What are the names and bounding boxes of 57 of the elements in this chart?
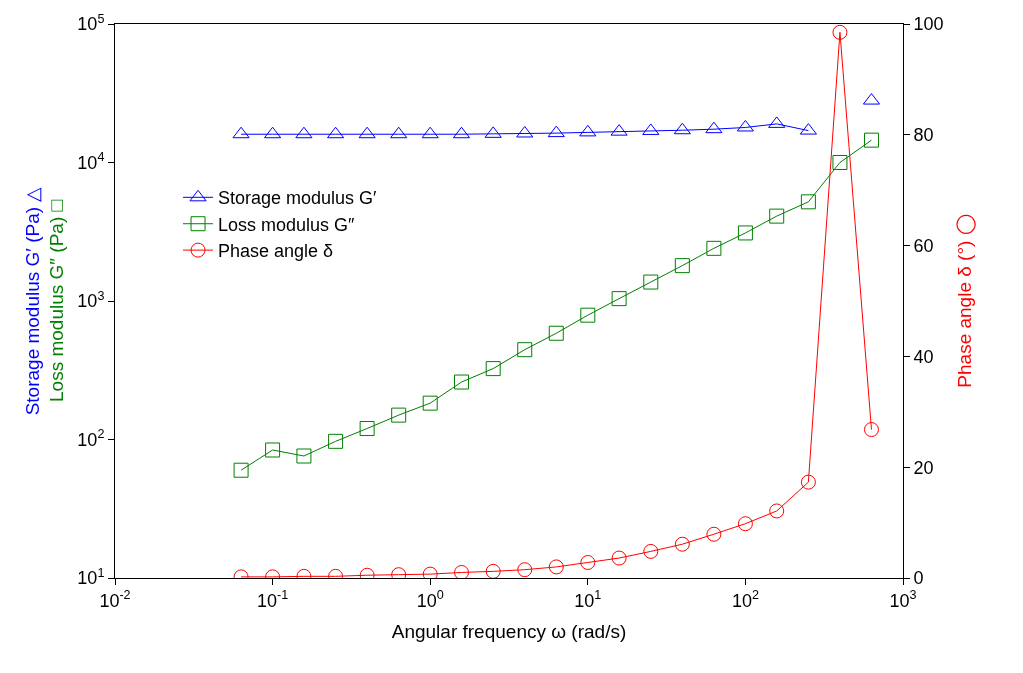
- point: [673, 122, 691, 135]
- y2-tick-label: 60: [913, 235, 934, 256]
- point: [421, 126, 439, 139]
- point: [800, 194, 816, 210]
- y-tick-label: 10$^{5}$: [77, 11, 105, 35]
- point: [674, 258, 690, 274]
- point: [296, 448, 312, 464]
- y2-tick-label: 0: [913, 568, 924, 589]
- x-tick-label: 10$^{0}$: [416, 588, 444, 611]
- y-tick-label: 10$^{4}$: [77, 150, 105, 173]
- point: [265, 442, 281, 458]
- y-tick-label: 10$^{3}$: [77, 288, 105, 312]
- point: [736, 119, 754, 132]
- point: [264, 126, 282, 139]
- point: [328, 433, 344, 449]
- y2-axis-title: Phase angle δ (°) ◯: [954, 214, 977, 388]
- point: [358, 126, 376, 139]
- point: [611, 291, 627, 307]
- point: [327, 126, 345, 139]
- point: [516, 125, 534, 138]
- y2-tick-label: 100: [913, 14, 944, 35]
- x-tick-label: 10$^{-1}$: [256, 588, 289, 611]
- point: [548, 325, 564, 341]
- point: [454, 374, 470, 390]
- point: [422, 395, 438, 411]
- point: [232, 126, 250, 139]
- point: [705, 121, 723, 134]
- point: [359, 421, 375, 437]
- y2-tick-label: 80: [913, 125, 934, 146]
- legend-label: Phase angle δ: [218, 241, 334, 262]
- point: [579, 124, 597, 137]
- point: [517, 342, 533, 358]
- point: [547, 125, 565, 138]
- point: [580, 307, 596, 323]
- point: [769, 208, 785, 224]
- x-tick-label: 10$^{3}$: [889, 588, 917, 611]
- point: [485, 361, 501, 377]
- y-tick-label: 10$^{1}$: [77, 565, 105, 589]
- y-axis-title: Storage modulus G′ (Pa) △ Loss modulus G″ (Pa) □: [21, 186, 68, 416]
- point: [832, 155, 848, 170]
- x-tick-label: 10$^{-2}$: [99, 588, 131, 611]
- point: [390, 126, 408, 139]
- x-tick-label: 10$^{1}$: [574, 588, 602, 611]
- y2-tick-label: 20: [913, 457, 934, 478]
- point: [863, 132, 879, 148]
- point: [737, 225, 753, 241]
- y2-tick-label: 40: [913, 346, 934, 367]
- point: [233, 462, 249, 478]
- point: [295, 126, 313, 139]
- x-tick-label: 10$^{2}$: [731, 588, 759, 611]
- legend-label: Storage modulus G′: [218, 188, 378, 209]
- y-tick-label: 10$^{2}$: [77, 427, 105, 450]
- x-axis-title: Angular frequency ω (rad/s): [391, 621, 627, 643]
- point: [706, 240, 722, 256]
- point: [643, 274, 659, 290]
- legend-label: Loss modulus G″: [218, 214, 356, 235]
- point: [391, 407, 407, 423]
